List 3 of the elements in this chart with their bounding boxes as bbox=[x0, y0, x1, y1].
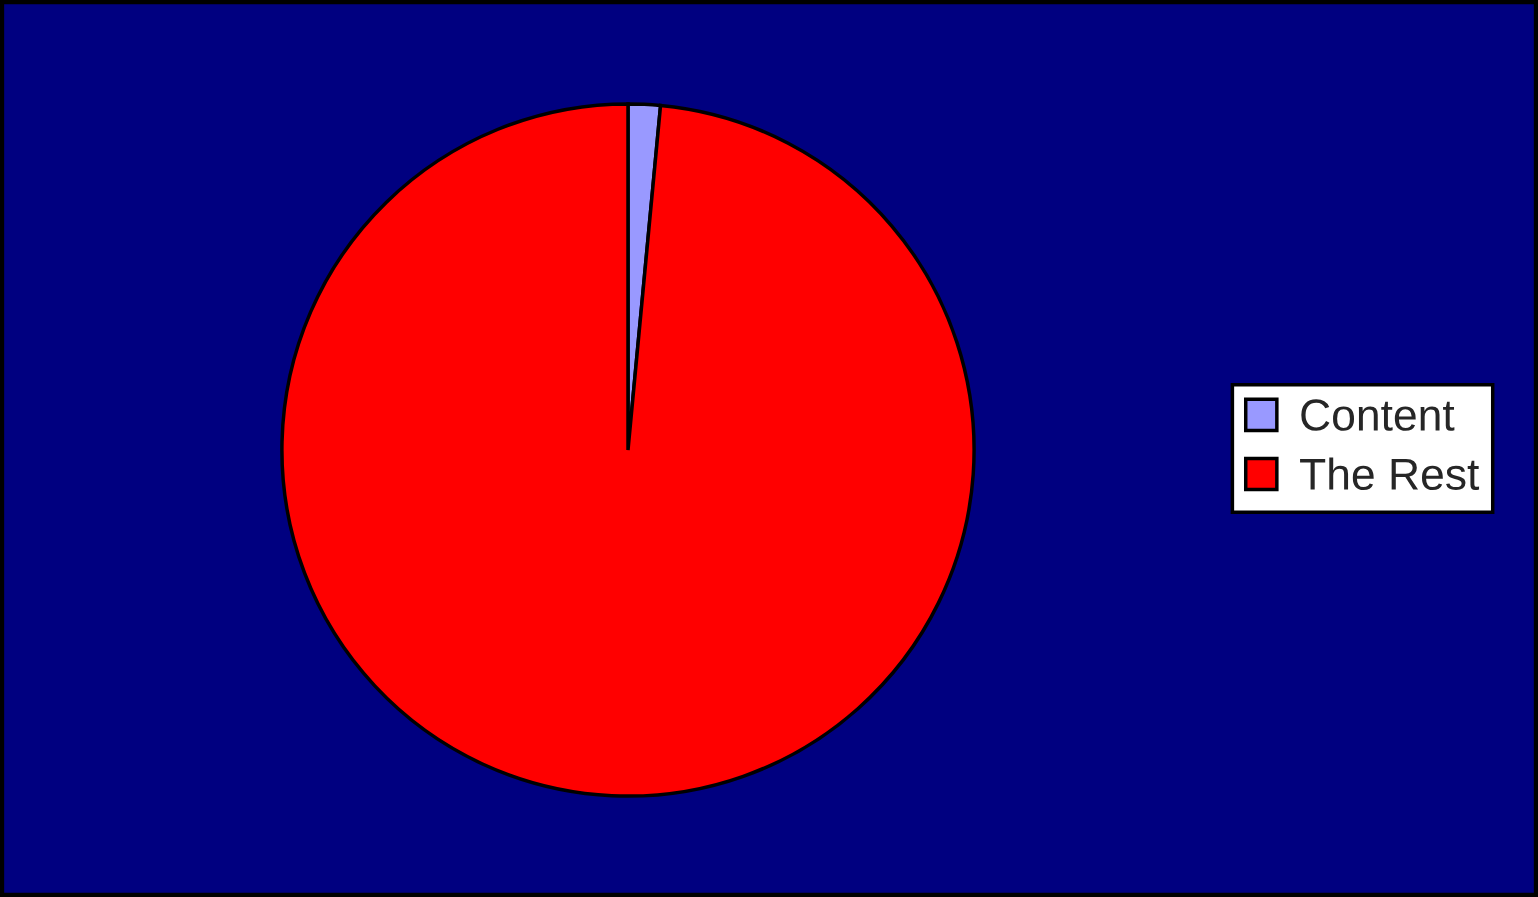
legend-label: Content bbox=[1301, 399, 1455, 431]
pie-slice bbox=[280, 102, 976, 798]
legend-label: The Rest bbox=[1300, 457, 1480, 491]
